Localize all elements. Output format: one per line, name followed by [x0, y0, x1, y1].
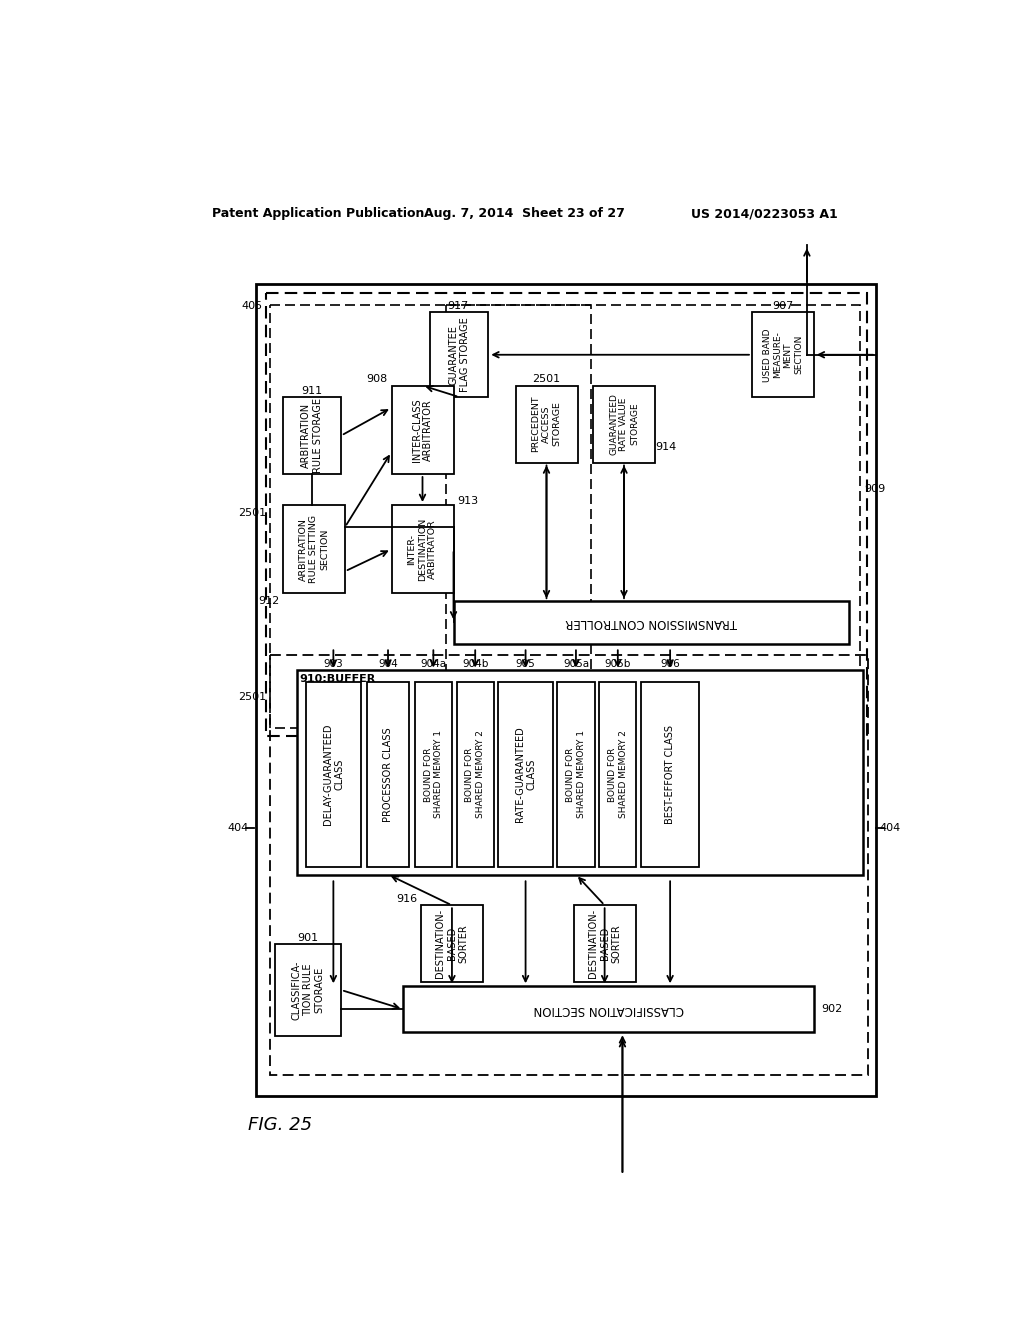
- Bar: [515, 385, 578, 462]
- Bar: [283, 397, 341, 474]
- Bar: [266, 293, 867, 737]
- Text: 902: 902: [821, 1005, 843, 1014]
- Text: 904b: 904b: [462, 659, 488, 669]
- Bar: [557, 682, 595, 867]
- Text: 2501: 2501: [238, 693, 266, 702]
- Text: 910:BUFFER: 910:BUFFER: [299, 673, 376, 684]
- Text: 914: 914: [655, 442, 676, 453]
- Text: 916: 916: [396, 894, 417, 904]
- Text: RATE-GUARANTEED
CLASS: RATE-GUARANTEED CLASS: [515, 726, 537, 822]
- Text: 909: 909: [864, 484, 886, 495]
- Text: CLASSIFICATION SECTION: CLASSIFICATION SECTION: [534, 1003, 684, 1016]
- Text: 405: 405: [242, 301, 263, 310]
- Text: 913: 913: [458, 496, 478, 506]
- Text: 905b: 905b: [604, 659, 631, 669]
- Text: CLASSIFICA-
TION RULE
STORAGE: CLASSIFICA- TION RULE STORAGE: [292, 961, 325, 1019]
- Text: INTER-CLASS
ARBITRATOR: INTER-CLASS ARBITRATOR: [412, 399, 433, 462]
- Text: USED BAND
MEASURE-
MENT
SECTION: USED BAND MEASURE- MENT SECTION: [763, 327, 803, 381]
- Bar: [641, 682, 699, 867]
- Text: 917: 917: [447, 301, 469, 312]
- Text: 904a: 904a: [420, 659, 446, 669]
- Bar: [297, 671, 862, 874]
- Text: PRECEDENT
ACCESS
STORAGE: PRECEDENT ACCESS STORAGE: [531, 396, 561, 453]
- Text: 906: 906: [660, 659, 680, 669]
- Text: 908: 908: [367, 375, 388, 384]
- Text: 911: 911: [301, 385, 323, 396]
- Text: INTER-
DESTINATION
ARBITRATOR: INTER- DESTINATION ARBITRATOR: [408, 517, 437, 581]
- Text: 907: 907: [772, 301, 794, 312]
- Text: BOUND FOR
SHARED MEMORY 2: BOUND FOR SHARED MEMORY 2: [608, 730, 628, 818]
- Text: 905: 905: [516, 659, 536, 669]
- Bar: [599, 682, 636, 867]
- Bar: [415, 682, 452, 867]
- Text: DESTINATION-
BASED
SORTER: DESTINATION- BASED SORTER: [435, 909, 469, 978]
- Bar: [391, 385, 454, 474]
- Text: FIG. 25: FIG. 25: [248, 1115, 312, 1134]
- Text: 903: 903: [324, 659, 343, 669]
- Text: DELAY-GUARANTEED
CLASS: DELAY-GUARANTEED CLASS: [323, 723, 344, 825]
- Bar: [306, 682, 360, 867]
- Text: BOUND FOR
SHARED MEMORY 1: BOUND FOR SHARED MEMORY 1: [566, 730, 586, 818]
- Bar: [270, 655, 868, 1074]
- Bar: [593, 385, 655, 462]
- Bar: [457, 682, 494, 867]
- Text: 404: 404: [227, 824, 249, 833]
- Bar: [367, 682, 410, 867]
- Text: 904: 904: [378, 659, 398, 669]
- Bar: [421, 906, 483, 982]
- Bar: [499, 682, 553, 867]
- Text: PROCESSOR CLASS: PROCESSOR CLASS: [383, 727, 393, 822]
- Bar: [573, 906, 636, 982]
- Bar: [270, 305, 592, 729]
- Bar: [275, 944, 341, 1036]
- Text: TRANSMISSION CONTROLLER: TRANSMISSION CONTROLLER: [565, 616, 737, 628]
- Bar: [403, 986, 814, 1032]
- Text: US 2014/0223053 A1: US 2014/0223053 A1: [691, 207, 838, 220]
- Text: 2501: 2501: [238, 508, 266, 517]
- Text: 912: 912: [258, 597, 280, 606]
- Text: 905a: 905a: [563, 659, 589, 669]
- Text: ARBITRATION
RULE SETTING
SECTION: ARBITRATION RULE SETTING SECTION: [299, 515, 329, 583]
- Bar: [752, 313, 814, 397]
- Text: BOUND FOR
SHARED MEMORY 1: BOUND FOR SHARED MEMORY 1: [424, 730, 443, 818]
- Text: GUARANTEED
RATE VALUE
STORAGE: GUARANTEED RATE VALUE STORAGE: [609, 393, 639, 455]
- Text: BEST-EFFORT CLASS: BEST-EFFORT CLASS: [666, 725, 675, 824]
- Text: 901: 901: [298, 933, 318, 942]
- Text: Patent Application Publication: Patent Application Publication: [212, 207, 424, 220]
- Text: GUARANTEE
FLAG STORAGE: GUARANTEE FLAG STORAGE: [449, 317, 470, 392]
- Text: DESTINATION-
BASED
SORTER: DESTINATION- BASED SORTER: [588, 909, 622, 978]
- Text: 2501: 2501: [532, 375, 560, 384]
- Text: Aug. 7, 2014  Sheet 23 of 27: Aug. 7, 2014 Sheet 23 of 27: [424, 207, 626, 220]
- Bar: [391, 506, 454, 594]
- Bar: [256, 284, 876, 1096]
- Text: 404: 404: [880, 824, 901, 833]
- Bar: [445, 305, 860, 729]
- Text: ARBITRATION
RULE STORAGE: ARBITRATION RULE STORAGE: [301, 399, 323, 473]
- Bar: [283, 506, 345, 594]
- Bar: [454, 601, 849, 644]
- Bar: [430, 313, 488, 397]
- Text: BOUND FOR
SHARED MEMORY 2: BOUND FOR SHARED MEMORY 2: [466, 730, 485, 818]
